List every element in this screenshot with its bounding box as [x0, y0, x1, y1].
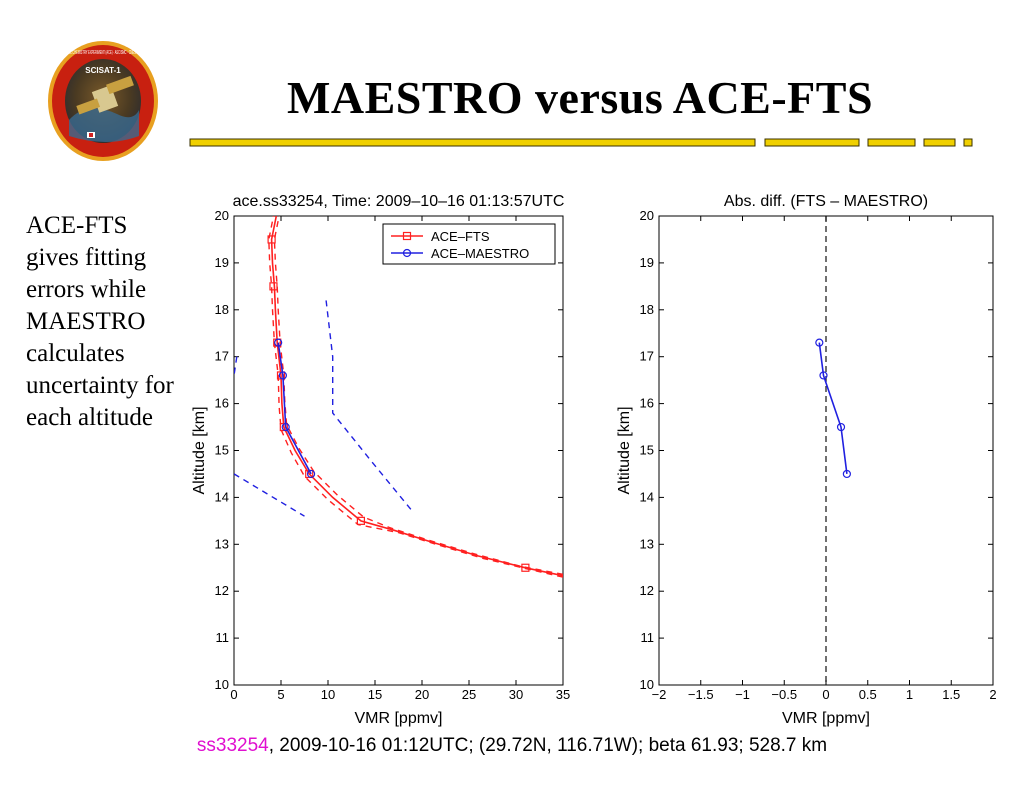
legend-swatch-marker: [402, 231, 412, 241]
y-axis-label: Altitude [km]: [616, 406, 633, 494]
x-tick-label: 30: [509, 687, 523, 702]
page-title: MAESTRO versus ACE-FTS: [286, 72, 874, 123]
series-group: [234, 216, 563, 578]
data-point-circle: [306, 469, 316, 479]
x-tick-label: 0: [822, 687, 829, 702]
data-point-circle: [274, 338, 283, 347]
scisat-logo-graphic: SCISAT-1 ATMOSPHERIC CHEMISTRY EXPERIMEN…: [48, 41, 158, 161]
caption-details: , 2009-10-16 01:12UTC; (29.72N, 116.71W)…: [268, 735, 828, 756]
x-tick-label: 15: [368, 687, 382, 702]
x-tick-label: 0: [230, 687, 237, 702]
x-tick-label: 1: [906, 687, 913, 702]
y-tick-label: 19: [640, 255, 654, 270]
x-tick-label: −1.5: [688, 687, 714, 702]
y-tick-label: 10: [215, 677, 229, 692]
x-tick-label: −1: [735, 687, 750, 702]
logo-center-text: SCISAT-1: [85, 66, 121, 75]
scisat-logo: SCISAT-1 ATMOSPHERIC CHEMISTRY EXPERIMEN…: [47, 40, 159, 162]
data-point-circle: [278, 371, 287, 380]
x-tick-label: 20: [415, 687, 429, 702]
y-tick-label: 19: [215, 255, 229, 270]
y-tick-label: 11: [641, 630, 655, 645]
vmr-profile-chart: 0 5 10 15 20 25 30 35 10 11 12 13 14 15 16 17 18 19 20 ace.…: [191, 193, 570, 727]
y-tick-label: 16: [640, 396, 654, 411]
y-tick-label: 14: [215, 489, 229, 504]
y-tick-label: 15: [215, 443, 229, 458]
y-tick-label: 10: [640, 677, 654, 692]
x-axis-label: VMR [ppmv]: [782, 710, 870, 727]
uncertainty-line: [234, 356, 238, 376]
y-axis-label: Altitude [km]: [191, 406, 208, 494]
series-line: [277, 342, 312, 475]
legend-entry-label: ACE–MAESTRO: [431, 246, 529, 261]
y-tick-label: 20: [640, 208, 654, 223]
series-line: [818, 342, 848, 474]
legend-box: [382, 223, 556, 265]
y-tick-label: 16: [215, 396, 229, 411]
x-tick-label: 35: [556, 687, 570, 702]
uncertainty-line: [234, 473, 305, 517]
x-axis-label: VMR [ppmv]: [354, 710, 442, 727]
y-tick-label: 18: [640, 302, 654, 317]
y-tick-label: 13: [640, 536, 654, 551]
legend-entry-label: ACE–FTS: [431, 229, 490, 244]
data-point-square: [269, 282, 278, 291]
data-point-circle: [836, 422, 846, 432]
y-tick-label: 17: [640, 349, 654, 364]
uncertainty-line: [325, 300, 414, 512]
x-tick-label: −2: [652, 687, 667, 702]
series-group: [815, 338, 851, 479]
legend-swatch-marker: [402, 248, 412, 258]
uncertainty-line: [268, 216, 563, 578]
data-point-circle: [842, 469, 851, 479]
y-tick-label: 13: [215, 536, 229, 551]
y-tick-label: 12: [215, 583, 229, 598]
data-point-circle: [281, 422, 290, 432]
caption-occultation-id: ss33254: [196, 735, 269, 756]
x-tick-label: 25: [462, 687, 476, 702]
y-tick-label: 15: [640, 443, 654, 458]
y-tick-label: 14: [640, 489, 654, 504]
y-tick-label: 20: [215, 208, 229, 223]
abs-diff-chart: −2 −1.5 −1 −0.5 0 0.5 1 1.5 2 10 11 12 13 14 15 16 17 18 1…: [616, 193, 997, 727]
y-tick-label: 11: [216, 630, 230, 645]
y-tick-label: 18: [215, 302, 229, 317]
y-tick-label: 12: [640, 583, 654, 598]
chart-title: Abs. diff. (FTS – MAESTRO): [724, 193, 928, 210]
x-tick-label: 5: [277, 687, 284, 702]
uncertainty-line: [273, 216, 563, 575]
x-tick-label: 10: [321, 687, 335, 702]
x-tick-label: 1.5: [942, 687, 960, 702]
chart-title: ace.ss33254, Time: 2009–10–16 01:13:57UT…: [233, 193, 565, 210]
data-point-circle: [819, 371, 828, 380]
x-tick-label: 2: [989, 687, 996, 702]
plot-frame: [233, 215, 564, 686]
data-point-square: [356, 516, 365, 525]
data-point-square: [267, 235, 276, 244]
side-note: ACE-FTS gives fitting errors while MAEST…: [26, 212, 174, 431]
data-point-circle: [815, 338, 824, 347]
caption: ss33254, 2009-10-16 01:12UTC; (29.72N, 1…: [0, 735, 1024, 757]
x-tick-label: −0.5: [771, 687, 797, 702]
x-tick-label: 0.5: [859, 687, 877, 702]
logo-ring-text: ATMOSPHERIC CHEMISTRY EXPERIMENT (ACE) ·…: [53, 50, 153, 56]
y-tick-label: 17: [215, 349, 229, 364]
